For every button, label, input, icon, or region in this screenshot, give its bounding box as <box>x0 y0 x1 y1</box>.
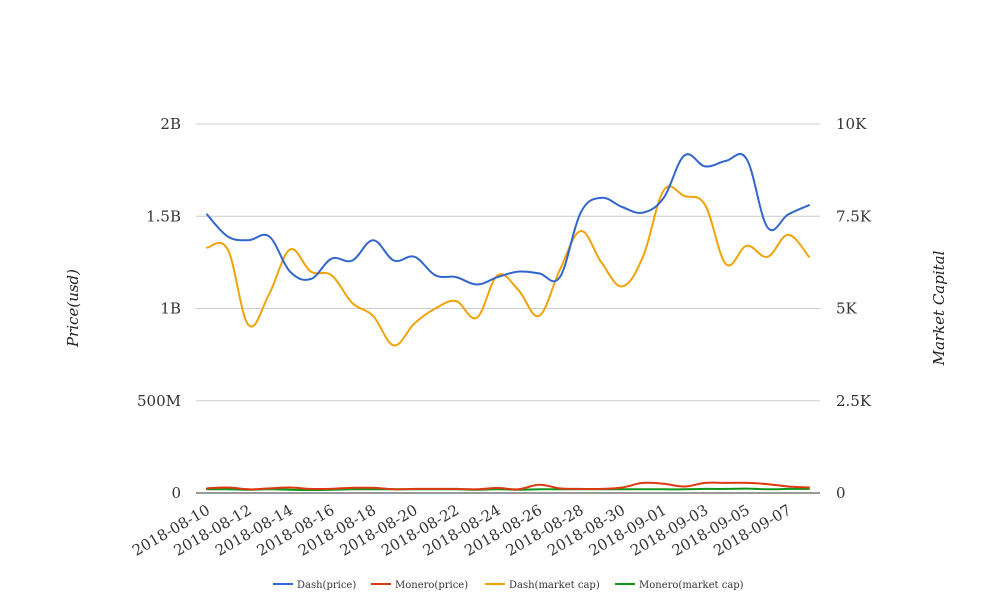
left-tick-label: 500M <box>137 392 181 410</box>
right-tick-label: 0 <box>836 484 846 502</box>
legend-label: Monero(market cap) <box>639 580 744 591</box>
series-lines <box>206 153 810 491</box>
right-axis-ticks: 0 2.5K 5K 7.5K 10K <box>836 115 872 502</box>
x-axis-ticks: 2018-08-102018-08-122018-08-142018-08-16… <box>129 501 794 560</box>
left-tick-label: 0 <box>171 484 181 502</box>
legend-label: Dash(price) <box>297 580 356 591</box>
left-axis-title: Price(usd) <box>64 269 82 348</box>
right-tick-label: 10K <box>836 115 867 133</box>
legend-label: Monero(price) <box>395 580 468 591</box>
left-tick-label: 1.5B <box>146 207 181 225</box>
series-line-monero-price <box>206 481 810 491</box>
right-tick-label: 2.5K <box>836 392 872 410</box>
legend-label: Dash(market cap) <box>509 580 600 591</box>
right-tick-label: 7.5K <box>836 207 872 225</box>
right-axis-title: Market Capital <box>930 250 948 366</box>
right-tick-label: 5K <box>836 300 858 318</box>
series-line-dash-market-cap <box>206 185 810 347</box>
legend: Dash(price) Monero(price) Dash(market cap)… <box>273 580 744 591</box>
gridlines <box>196 123 820 494</box>
left-axis-ticks: 0 500M 1B 1.5B 2B <box>137 115 181 502</box>
left-tick-label: 1B <box>160 300 181 318</box>
series-line-dash-price <box>206 153 810 286</box>
left-tick-label: 2B <box>160 115 181 133</box>
